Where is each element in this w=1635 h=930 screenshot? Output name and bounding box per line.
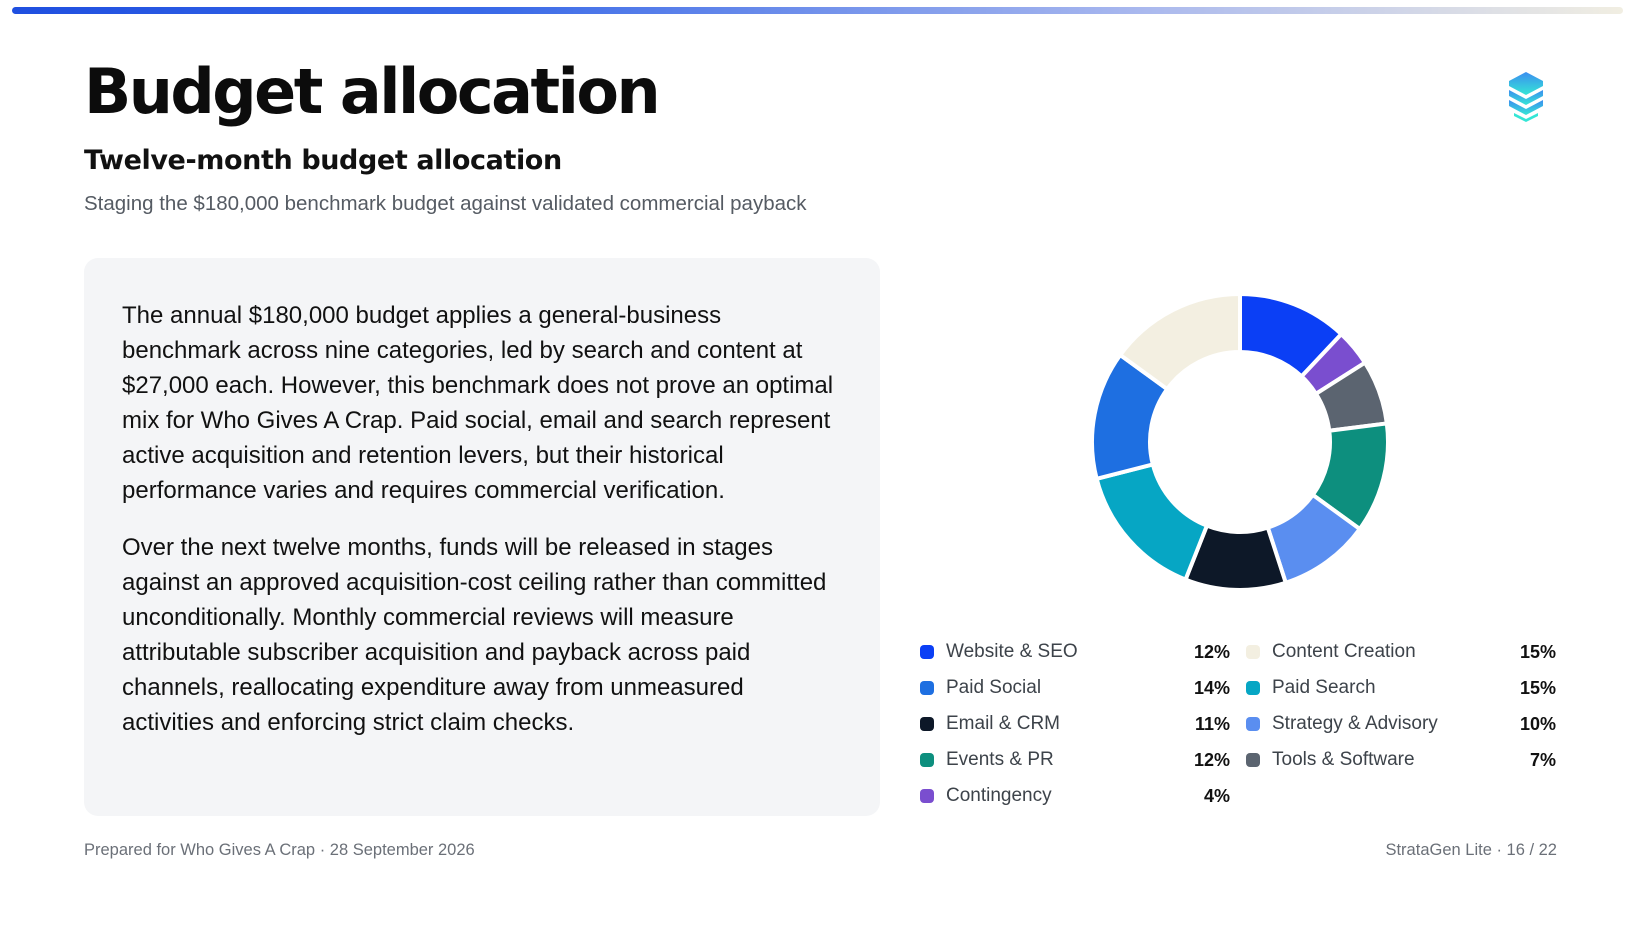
accent-bar bbox=[12, 7, 1623, 14]
donut-slice-content-creation bbox=[1118, 292, 1242, 392]
legend-label: Contingency bbox=[946, 785, 1052, 806]
legend-swatch bbox=[1246, 645, 1260, 659]
legend-item: Contingency 4% bbox=[920, 781, 1230, 811]
legend-label: Website & SEO bbox=[946, 641, 1078, 662]
legend-label: Strategy & Advisory bbox=[1272, 713, 1438, 734]
legend-swatch bbox=[920, 645, 934, 659]
legend-value: 4% bbox=[1203, 785, 1230, 806]
legend-label: Paid Social bbox=[946, 677, 1042, 698]
legend-swatch bbox=[920, 717, 934, 731]
legend-item: Website & SEO 12% bbox=[920, 637, 1230, 667]
legend-item: Events & PR 12% bbox=[920, 745, 1230, 775]
legend-swatch bbox=[1246, 717, 1260, 731]
legend-label: Tools & Software bbox=[1272, 749, 1415, 770]
legend-swatch bbox=[1246, 681, 1260, 695]
stacked-layers-icon bbox=[1506, 70, 1546, 126]
legend-value: 12% bbox=[1193, 749, 1230, 770]
legend-label: Email & CRM bbox=[946, 713, 1061, 734]
donut-svg bbox=[1090, 292, 1390, 592]
page-title: Budget allocation bbox=[84, 55, 661, 128]
legend-value: 15% bbox=[1519, 641, 1556, 662]
budget-donut-chart bbox=[1080, 282, 1400, 602]
legend-value: 7% bbox=[1529, 749, 1556, 770]
legend-item: Content Creation 15% bbox=[1246, 637, 1556, 667]
page-subtitle: Twelve-month budget allocation bbox=[84, 145, 562, 176]
legend-value: 11% bbox=[1194, 713, 1230, 734]
legend-value: 15% bbox=[1519, 677, 1556, 698]
summary-paragraph: The annual $180,000 budget applies a gen… bbox=[122, 302, 834, 504]
page-description: Staging the $180,000 benchmark budget ag… bbox=[84, 192, 807, 215]
legend-item: Paid Search 15% bbox=[1246, 673, 1556, 703]
donut-slice-paid-search bbox=[1094, 462, 1209, 582]
legend-value: 10% bbox=[1519, 713, 1556, 734]
legend-swatch bbox=[920, 681, 934, 695]
legend-value: 14% bbox=[1193, 677, 1230, 698]
legend-label: Content Creation bbox=[1272, 641, 1416, 662]
legend-item: Paid Social 14% bbox=[920, 673, 1230, 703]
legend-item: Tools & Software 7% bbox=[1246, 745, 1556, 775]
legend-item: Strategy & Advisory 10% bbox=[1246, 709, 1556, 739]
footer-page-info: StrataGen Lite · 16 / 22 bbox=[1385, 841, 1557, 859]
legend-swatch bbox=[920, 789, 934, 803]
legend-label: Paid Search bbox=[1272, 677, 1376, 698]
legend-swatch bbox=[920, 753, 934, 767]
summary-card: The annual $180,000 budget applies a gen… bbox=[84, 258, 880, 816]
legend-item: Email & CRM 11% bbox=[920, 709, 1230, 739]
legend-label: Events & PR bbox=[946, 749, 1054, 770]
footer-prepared-for: Prepared for Who Gives A Crap · 28 Septe… bbox=[84, 841, 475, 859]
legend-swatch bbox=[1246, 753, 1260, 767]
legend-value: 12% bbox=[1193, 641, 1230, 662]
summary-paragraph: Over the next twelve months, funds will … bbox=[122, 534, 827, 736]
